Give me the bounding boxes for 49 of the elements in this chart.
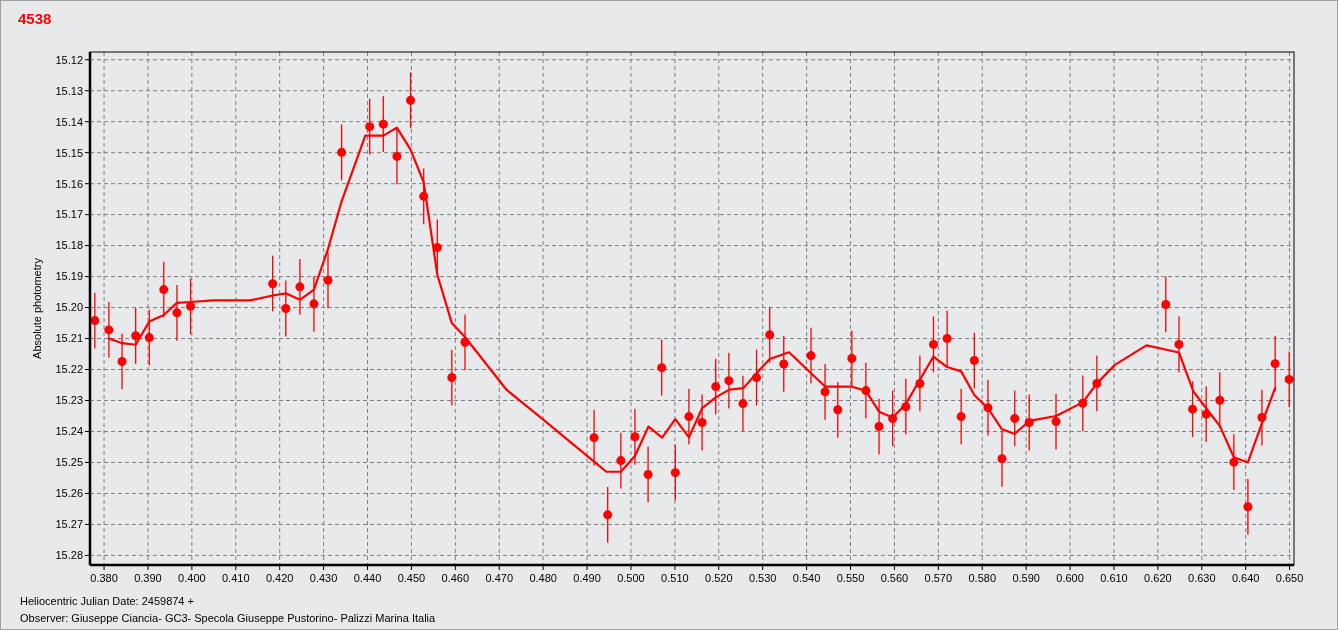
y-axis-title: Absolute photometry	[31, 257, 43, 359]
x-tick-label: 0.410	[222, 572, 250, 584]
x-tick-label: 0.520	[705, 572, 733, 584]
x-tick-label: 0.440	[353, 572, 382, 584]
x-tick-label: 0.590	[1012, 572, 1040, 584]
x-tick-label: 0.560	[880, 572, 909, 584]
x-tick-label: 0.530	[748, 572, 777, 584]
x-tick-label: 0.630	[1188, 572, 1216, 584]
x-tick-label: 0.400	[178, 572, 206, 584]
x-tick-label: 0.430	[309, 572, 338, 584]
x-tick-label: 0.570	[924, 572, 953, 584]
y-tick-label: 15.18	[55, 239, 83, 252]
y-tick-label: 15.24	[55, 425, 83, 438]
chart-title: 4538	[18, 10, 52, 27]
x-tick-label: 0.380	[90, 572, 118, 584]
y-tick-label: 15.23	[55, 394, 83, 407]
y-tick-label: 15.17	[55, 208, 83, 221]
x-tick-label: 0.620	[1144, 572, 1172, 584]
x-tick-label: 0.550	[836, 572, 865, 584]
x-tick-label: 0.460	[441, 572, 470, 584]
y-tick-label: 15.13	[55, 84, 83, 97]
x-tick-label: 0.600	[1056, 572, 1084, 584]
y-tick-label: 15.28	[55, 549, 83, 562]
x-tick-label: 0.610	[1100, 572, 1128, 584]
y-tick-label: 15.20	[55, 301, 83, 314]
y-tick-label: 15.16	[55, 177, 83, 190]
y-tick-label: 15.22	[55, 363, 83, 376]
x-tick-label: 0.490	[573, 572, 601, 584]
x-tick-label: 0.540	[792, 572, 821, 584]
x-tick-label: 0.640	[1231, 572, 1260, 584]
y-tick-label: 15.25	[55, 456, 83, 469]
x-tick-label: 0.510	[661, 572, 689, 584]
x-tick-label: 0.580	[968, 572, 997, 584]
x-tick-label: 0.390	[134, 572, 162, 584]
x-tick-label: 0.470	[485, 572, 513, 584]
x-tick-label: 0.420	[265, 572, 294, 584]
y-tick-label: 15.19	[55, 270, 83, 283]
y-tick-label: 15.15	[55, 146, 83, 159]
x-tick-label: 0.650	[1275, 572, 1304, 584]
x-tick-label: 0.480	[529, 572, 557, 584]
text: Observer: Giuseppe Ciancia- GC3- Specola Giuseppe Pustorino- Palizzi Marina Italia	[20, 612, 437, 624]
x-tick-label: 0.450	[397, 572, 426, 584]
y-tick-label: 15.26	[55, 487, 83, 500]
y-tick-label: 15.14	[55, 115, 83, 128]
y-tick-label: 15.12	[55, 53, 83, 66]
y-tick-label: 15.21	[55, 332, 83, 345]
x-axis-title: Heliocentric Julian Date: 2459874 +	[20, 595, 194, 607]
y-tick-label: 15.27	[55, 518, 83, 531]
x-tick-label: 0.500	[617, 572, 645, 584]
